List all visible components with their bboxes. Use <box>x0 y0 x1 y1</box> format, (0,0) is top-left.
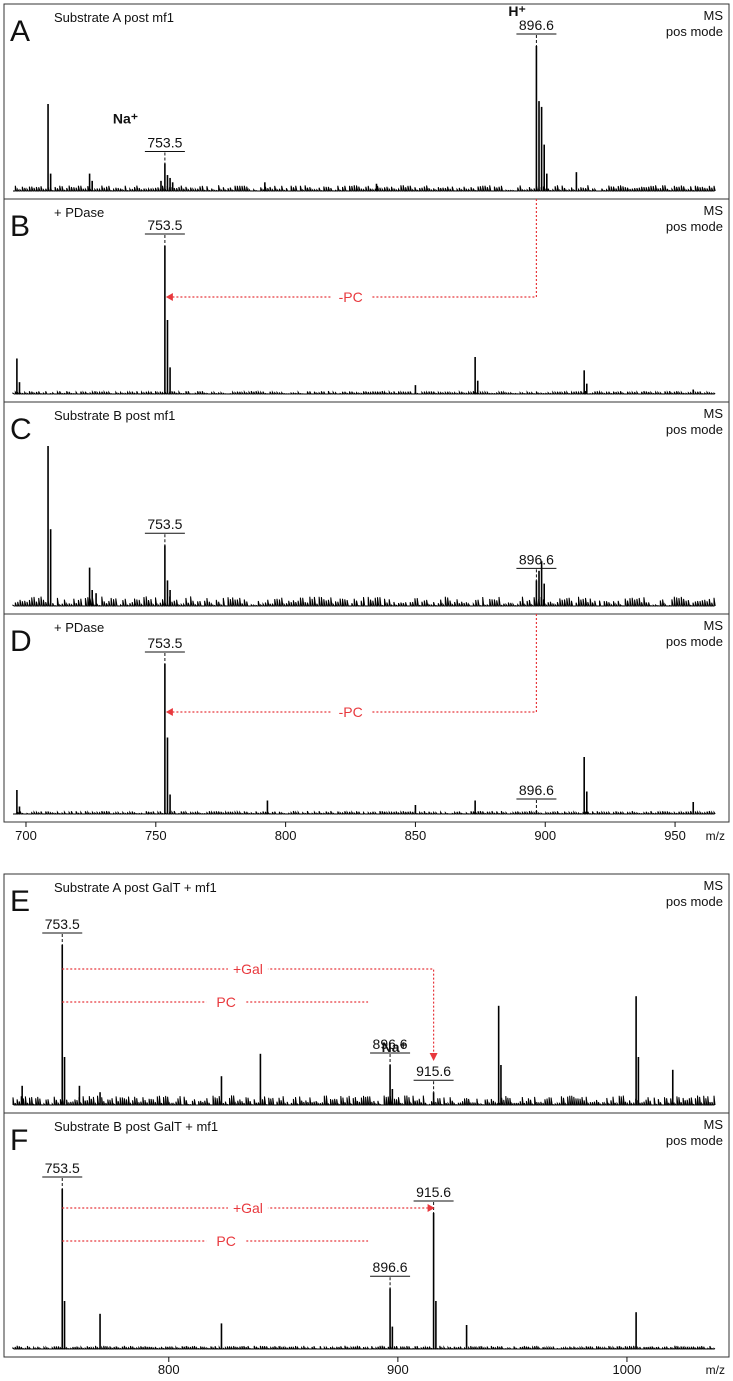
mode-label-ms: MS <box>704 406 724 421</box>
panel-letter: A <box>10 15 30 48</box>
panel-label: Substrate B post GalT + mf1 <box>54 1119 218 1134</box>
x-tick-label: 800 <box>275 828 297 843</box>
arrowhead <box>429 1053 438 1061</box>
panel-label: + PDase <box>54 620 104 635</box>
arrowhead <box>427 1204 435 1212</box>
peak-label: 753.5 <box>147 635 182 651</box>
peak-label: 753.5 <box>45 916 80 932</box>
mode-label-pos: pos mode <box>666 894 723 909</box>
arrow-label-bg <box>330 287 371 305</box>
ion-label: H⁺ <box>508 3 526 19</box>
panel-letter: E <box>10 885 30 918</box>
arrow-label: PC <box>216 1233 235 1249</box>
mode-label-ms: MS <box>704 878 724 893</box>
x-tick-label: 800 <box>158 1362 180 1377</box>
peak-label: 753.5 <box>45 1160 80 1176</box>
mode-label-ms: MS <box>704 1117 724 1132</box>
ion-label: Na⁺ <box>382 1039 407 1055</box>
panel-letter: D <box>10 625 32 658</box>
peak-label: 915.6 <box>416 1063 451 1079</box>
arrow-label: PC <box>216 994 235 1010</box>
baseline-trace <box>12 596 716 607</box>
mode-label-pos: pos mode <box>666 219 723 234</box>
arrow-label: -PC <box>339 289 363 305</box>
x-tick-label: 850 <box>405 828 427 843</box>
peak-label: 753.5 <box>147 516 182 532</box>
x-tick-label: 950 <box>664 828 686 843</box>
baseline-trace <box>13 810 716 815</box>
panel-label: Substrate A post mf1 <box>54 10 174 25</box>
arrow-path <box>170 199 538 298</box>
arrow-label: +Gal <box>233 1200 263 1216</box>
peak-label: 915.6 <box>416 1184 451 1200</box>
peak-label: 753.5 <box>147 217 182 233</box>
mode-label-ms: MS <box>704 203 724 218</box>
arrow-path <box>170 614 538 713</box>
arrow-label: +Gal <box>233 961 263 977</box>
baseline-trace <box>12 1095 716 1106</box>
panel-frame <box>3 401 730 615</box>
panel-letter: C <box>10 413 32 446</box>
peak-label: 896.6 <box>519 782 554 798</box>
panel-letter: B <box>10 210 30 243</box>
panel-label: Substrate B post mf1 <box>54 408 175 423</box>
ion-label: Na⁺ <box>113 110 138 126</box>
arrowhead <box>165 708 173 716</box>
baseline-trace <box>12 1345 716 1350</box>
x-tick-label: 900 <box>387 1362 409 1377</box>
mode-label-pos: pos mode <box>666 24 723 39</box>
x-axis-unit: m/z <box>706 829 725 843</box>
x-tick-label: 1000 <box>612 1362 641 1377</box>
peak-label: 896.6 <box>373 1259 408 1275</box>
panel-label: + PDase <box>54 205 104 220</box>
arrow-label-bg <box>330 702 371 720</box>
panel-letter: F <box>10 1124 28 1157</box>
x-tick-label: 750 <box>145 828 167 843</box>
peak-label: 896.6 <box>519 551 554 567</box>
panel-label: Substrate A post GalT + mf1 <box>54 880 217 895</box>
arrow-label-bg <box>227 1198 268 1216</box>
mode-label-pos: pos mode <box>666 634 723 649</box>
x-tick-label: 700 <box>15 828 37 843</box>
panel-frame <box>3 1112 730 1358</box>
panel-frame <box>3 613 730 823</box>
baseline-trace <box>12 390 716 395</box>
x-tick-label: 900 <box>534 828 556 843</box>
arrow-label-bg <box>206 992 247 1010</box>
baseline-trace <box>13 185 716 192</box>
peak-label: 896.6 <box>373 1036 408 1052</box>
mode-label-ms: MS <box>704 618 724 633</box>
arrow-label-bg <box>206 1231 247 1249</box>
peak-label: 896.6 <box>519 17 554 33</box>
peak-label: 753.5 <box>147 134 182 150</box>
mode-label-pos: pos mode <box>666 422 723 437</box>
panel-frame <box>3 3 730 200</box>
arrow-label-bg <box>227 959 268 977</box>
mode-label-pos: pos mode <box>666 1133 723 1148</box>
arrow-label: -PC <box>339 704 363 720</box>
mode-label-ms: MS <box>704 8 724 23</box>
arrowhead <box>165 293 173 301</box>
arrow-path <box>62 968 435 1055</box>
x-axis-unit: m/z <box>706 1363 725 1377</box>
panel-frame <box>3 873 730 1114</box>
